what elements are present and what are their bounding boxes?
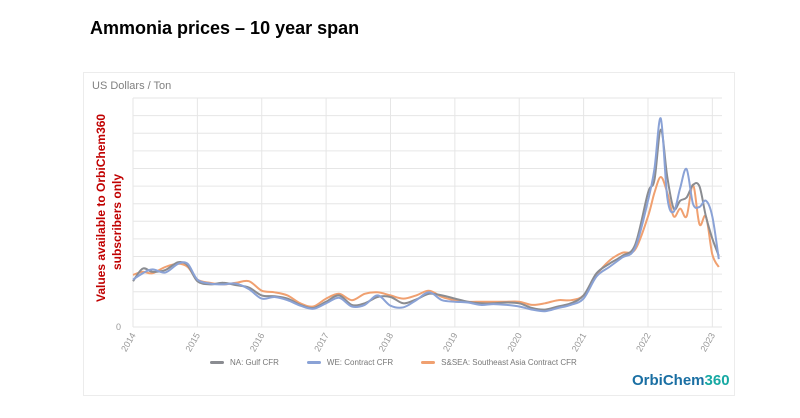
series-line-we (132, 117, 720, 313)
x-tick-label: 2020 (505, 331, 524, 353)
series-layer (132, 117, 720, 313)
x-tick-label: 2023 (698, 331, 717, 353)
page-title: Ammonia prices – 10 year span (90, 18, 360, 38)
chart-frame (83, 72, 735, 396)
y-tick-label: 0 (116, 322, 121, 332)
x-tick-label: 2021 (570, 331, 589, 353)
x-tick-label: 2018 (377, 331, 396, 353)
legend-label-na-gulf: NA: Gulf CFR (230, 358, 279, 367)
legend-swatch-we (306, 361, 321, 364)
subscriber-note-line-1: Values available to OrbiChem360 (94, 114, 108, 302)
x-tick-label: 2017 (312, 331, 331, 353)
orbichem-logo: OrbiChem360 (632, 372, 730, 389)
legend-item-na-gulf: NA: Gulf CFR (210, 358, 279, 367)
x-tick-label: 2016 (248, 331, 267, 353)
series-line-na-gulf (132, 128, 720, 311)
series-line-ssea (132, 176, 720, 308)
legend-label-ssea: S&SEA: Southeast Asia Contract CFR (441, 358, 577, 367)
x-tick-label: 2022 (634, 331, 653, 353)
subscriber-note: Values available to OrbiChem360 subscrib… (94, 114, 124, 302)
x-tick-label: 2014 (119, 331, 138, 353)
legend-item-ssea: S&SEA: Southeast Asia Contract CFR (421, 358, 577, 367)
brand-name: OrbiChem (632, 372, 705, 389)
x-tick-label: 2015 (183, 331, 202, 353)
y-unit-label: US Dollars / Ton (92, 80, 172, 92)
legend-swatch-na-gulf (210, 361, 224, 364)
legend-item-we: WE: Contract CFR (306, 358, 394, 367)
brand-suffix: 360 (704, 372, 730, 389)
x-tick-label: 2019 (441, 331, 460, 353)
subscriber-note-line-2: subscribers only (110, 174, 124, 270)
legend-swatch-ssea (421, 361, 436, 364)
chart-legend: NA: Gulf CFR WE: Contract CFR S&SEA: Sou… (210, 358, 577, 367)
legend-label-we: WE: Contract CFR (326, 358, 394, 367)
